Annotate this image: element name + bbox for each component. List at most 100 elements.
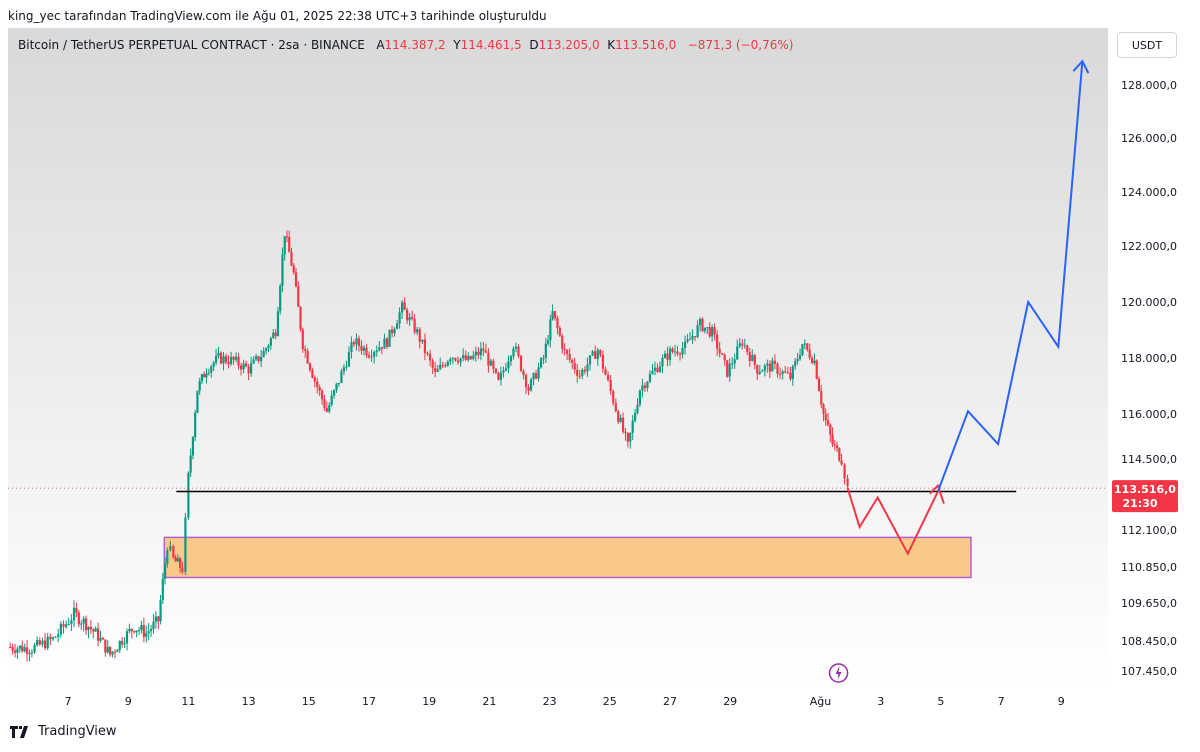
candle [232, 355, 235, 365]
candle-body [325, 407, 328, 412]
candle-body [638, 390, 641, 405]
candle-body [514, 346, 518, 349]
candle [699, 317, 702, 332]
demand-zone[interactable] [163, 536, 972, 579]
candle-body [594, 351, 597, 359]
candle [566, 348, 569, 361]
candle-body [563, 348, 566, 350]
candle [229, 351, 233, 366]
candle-body [28, 653, 31, 655]
candle [350, 336, 353, 359]
candle [380, 347, 383, 355]
candle [46, 632, 49, 651]
candle-body [82, 618, 85, 624]
candle [99, 630, 102, 643]
candle [342, 364, 346, 376]
candle [477, 347, 480, 360]
candle [829, 423, 832, 443]
candle-body [423, 339, 426, 353]
candle-body [375, 350, 378, 353]
candle [771, 357, 774, 372]
candle [604, 366, 607, 376]
candle-body [502, 370, 505, 373]
candle-body [789, 372, 792, 379]
candle-body [489, 360, 493, 366]
candle-body [181, 567, 184, 572]
candle-body [413, 318, 416, 333]
candle-body [529, 379, 533, 391]
candle [786, 366, 789, 374]
candle [835, 441, 839, 453]
symbol-name[interactable]: Bitcoin / TetherUS PERPETUAL CONTRACT · … [18, 38, 365, 52]
open-value: 114.387,2 [384, 38, 446, 52]
candle [606, 371, 610, 382]
candle [247, 363, 250, 381]
candle-body [18, 645, 21, 649]
candle-body [591, 351, 594, 356]
candle-body [203, 374, 206, 378]
candle [401, 300, 404, 319]
candle-body [147, 631, 150, 634]
currency-button[interactable]: USDT [1117, 32, 1177, 58]
candle-body [207, 372, 210, 374]
candle-body [522, 370, 525, 376]
x-tick-label: 29 [723, 695, 737, 708]
candle-body [581, 369, 584, 376]
candle [38, 637, 41, 646]
chart-area[interactable]: 128.000,0 126.000,0 124.000,0 122.000,0 120.… [0, 28, 1200, 718]
candle [128, 623, 131, 634]
candle [75, 602, 78, 618]
forecast-down-path[interactable] [846, 487, 939, 556]
candle-body [746, 345, 749, 353]
candle [373, 350, 376, 364]
lightning-icon[interactable] [828, 663, 849, 683]
candle [691, 329, 694, 345]
candle-body [768, 363, 771, 372]
candle [418, 327, 421, 349]
candle [237, 352, 240, 370]
candle [176, 554, 179, 562]
candle [97, 622, 100, 647]
candle-body [159, 600, 162, 622]
candle [283, 236, 286, 261]
candle [716, 330, 719, 356]
candle [629, 432, 632, 449]
candle-body [703, 327, 707, 332]
candle [459, 357, 462, 367]
candle-body [395, 323, 399, 329]
candle [65, 620, 68, 629]
candle-body [512, 348, 515, 357]
candle [492, 358, 495, 374]
candle [113, 649, 117, 659]
candle-body [761, 370, 764, 372]
candle-body [829, 424, 832, 435]
candle-body [299, 306, 302, 330]
candle-body [721, 353, 724, 355]
candle [11, 643, 14, 655]
candle [810, 355, 814, 365]
candle [753, 353, 756, 370]
candle [255, 353, 258, 362]
candle-body [656, 367, 659, 372]
candle [239, 362, 243, 376]
candle-body [332, 390, 336, 396]
candle [330, 390, 333, 407]
candle [741, 339, 744, 350]
candle-body [688, 339, 692, 341]
candle-body [773, 360, 777, 364]
footer-brand[interactable]: TradingView [10, 724, 117, 739]
candle-body [568, 353, 571, 360]
candle-body [194, 412, 197, 438]
candle [313, 375, 316, 388]
symbol-legend: Bitcoin / TetherUS PERPETUAL CONTRACT · … [18, 38, 793, 52]
candle [212, 360, 215, 372]
candle [766, 359, 769, 373]
candle-body [561, 335, 564, 349]
candle-body [449, 359, 452, 362]
candle-body [274, 332, 277, 336]
candle [172, 544, 175, 559]
forecast-up-path[interactable] [936, 61, 1084, 492]
x-tick-label: 15 [302, 695, 316, 708]
candle-body [30, 652, 33, 654]
price-chart[interactable]: 128.000,0 126.000,0 124.000,0 122.000,0 120.… [0, 28, 1200, 718]
